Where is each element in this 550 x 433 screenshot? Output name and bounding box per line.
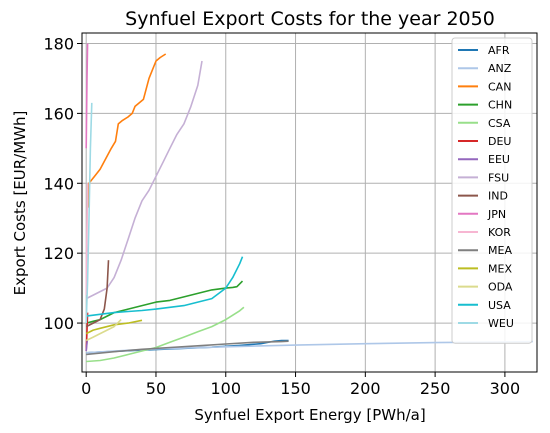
series-line-fsu <box>85 60 203 300</box>
legend-label-oda: ODA <box>488 281 513 294</box>
legend-label-anz: ANZ <box>488 62 512 75</box>
series-line-mea <box>86 340 289 356</box>
legend-label-fsu: FSU <box>488 171 509 184</box>
legend-label-weu: WEU <box>488 317 514 330</box>
plot-frame <box>81 32 538 373</box>
legend-label-jpn: JPN <box>487 208 506 221</box>
legend: AFR ANZ CAN CHN CSA DEU EEU FSU IND JPN KOR MEA MEX O… <box>451 37 533 344</box>
series-line-kor <box>85 183 89 296</box>
legend-label-can: CAN <box>488 80 511 93</box>
legend-label-mex: MEX <box>488 262 512 275</box>
series-line-oda <box>85 319 122 342</box>
legend-label-kor: KOR <box>488 226 511 239</box>
series-line-jpn <box>85 43 89 149</box>
legend-label-mea: MEA <box>488 244 512 257</box>
x-tick-label-1: 50 <box>146 379 166 398</box>
y-axis-label: Export Costs [EUR/MWh] <box>11 111 29 296</box>
y-tick-label-1: 120 <box>43 244 74 263</box>
legend-box <box>451 37 533 344</box>
x-tick-label-4: 200 <box>350 379 381 398</box>
series-line-can <box>86 53 167 208</box>
legend-label-csa: CSA <box>488 117 511 130</box>
x-tick-label-6: 300 <box>490 379 521 398</box>
series-line-usa <box>86 256 244 317</box>
plot-series <box>85 43 533 363</box>
legend-label-eeu: EEU <box>488 153 510 166</box>
series-line-chn <box>86 280 244 324</box>
x-tick-label-0: 0 <box>81 379 91 398</box>
x-tick-label-2: 100 <box>210 379 241 398</box>
y-tick-label-3: 160 <box>43 104 74 123</box>
ticks: 0 50 100 150 200 250 300 100 120 140 160 180 <box>43 34 520 398</box>
y-tick-label-4: 180 <box>43 34 74 53</box>
legend-label-afr: AFR <box>488 44 510 57</box>
legend-label-usa: USA <box>488 299 511 312</box>
series-line-eeu <box>85 340 89 352</box>
series-line-mex <box>85 319 143 335</box>
y-tick-label-0: 100 <box>43 314 74 333</box>
legend-label-ind: IND <box>488 190 508 203</box>
legend-label-chn: CHN <box>488 99 512 112</box>
legend-label-deu: DEU <box>488 135 511 148</box>
chart-title: Synfuel Export Costs for the year 2050 <box>125 8 495 30</box>
x-tick-label-3: 150 <box>280 379 311 398</box>
series-line-weu <box>85 102 93 324</box>
series-line-csa <box>86 306 245 363</box>
x-tick-label-5: 250 <box>420 379 451 398</box>
x-axis-label: Synfuel Export Energy [PWh/a] <box>194 406 425 424</box>
y-tick-label-2: 140 <box>43 174 74 193</box>
